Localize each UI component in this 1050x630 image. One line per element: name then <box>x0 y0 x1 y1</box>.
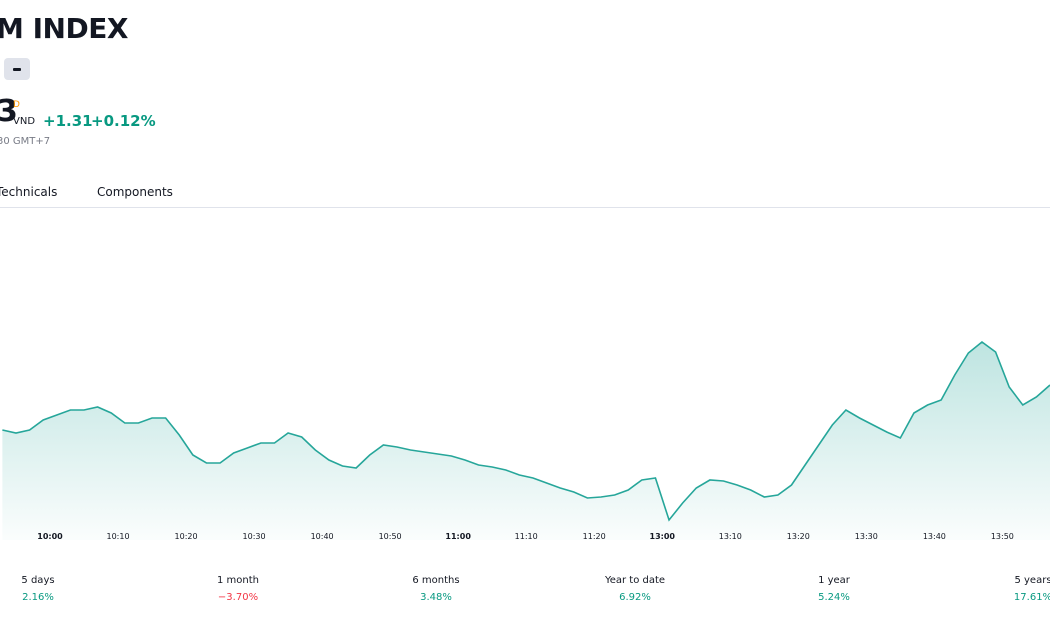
x-tick-label: 13:20 <box>787 532 810 541</box>
x-tick-label: 10:10 <box>106 532 129 541</box>
time: 30 GMT+7 <box>0 136 51 147</box>
period-change: −3.70% <box>217 592 259 603</box>
x-tick-label: 10:50 <box>379 532 402 541</box>
x-tick-label: 10:30 <box>243 532 266 541</box>
x-tick-label: 10:00 <box>37 532 63 541</box>
price: 3 <box>0 94 18 129</box>
period-change: 17.61% <box>1013 592 1050 603</box>
divider <box>0 207 1050 208</box>
x-tick-label: 13:00 <box>650 532 676 541</box>
period-label: 1 year <box>818 575 850 586</box>
x-tick-label: 10:40 <box>311 532 334 541</box>
minus-icon <box>13 68 21 71</box>
index-title: M INDEX <box>0 12 128 45</box>
tab[interactable]: Components <box>97 185 173 199</box>
x-tick-label: 11:20 <box>583 532 606 541</box>
currency: VND <box>13 116 36 127</box>
x-tick-label: 11:00 <box>445 532 471 541</box>
period-change: 3.48% <box>420 592 452 603</box>
period-label: Year to date <box>604 575 666 586</box>
period-label: 5 days <box>21 575 55 586</box>
period-label: 5 years <box>1014 575 1050 586</box>
period-change: 2.16% <box>22 592 54 603</box>
change-percent: +0.12% <box>91 112 156 130</box>
price-flag: D <box>13 100 20 110</box>
period-label: 6 months <box>412 575 460 586</box>
x-tick-label: 13:50 <box>991 532 1014 541</box>
period-label: 1 month <box>217 575 259 586</box>
tab[interactable]: Technicals <box>0 185 58 199</box>
x-tick-label: 10:20 <box>175 532 198 541</box>
x-tick-label: 11:10 <box>515 532 538 541</box>
x-tick-label: 13:10 <box>719 532 742 541</box>
collapse-button[interactable] <box>4 58 30 80</box>
area-line <box>2 340 1050 522</box>
period-change: 5.24% <box>818 592 850 603</box>
x-tick-label: 13:30 <box>855 532 878 541</box>
x-tick-label: 13:40 <box>923 532 946 541</box>
change: +1.31 <box>43 112 93 130</box>
area-fill <box>2 342 1050 540</box>
period-change: 6.92% <box>619 592 651 603</box>
